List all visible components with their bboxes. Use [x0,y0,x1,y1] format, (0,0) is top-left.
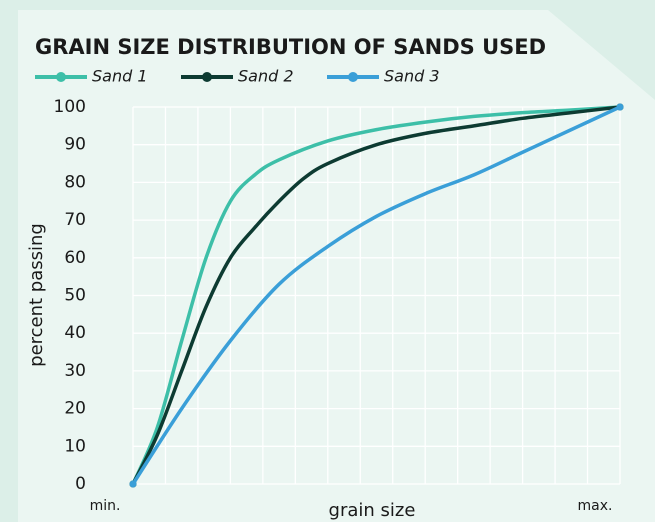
x-tick-label: max. [578,498,613,514]
y-tick-label: 20 [64,399,86,419]
end-marker [129,480,137,488]
y-tick-label: 90 [64,135,86,155]
y-tick-label: 10 [64,436,86,456]
legend-label: Sand 2 [238,67,294,86]
y-tick-label: 40 [64,323,86,343]
y-tick-label: 70 [64,210,86,230]
y-axis-label: percent passing [26,223,47,367]
y-tick-label: 60 [64,248,86,268]
x-axis-label: grain size [329,500,416,521]
line-series [131,105,621,485]
card [18,10,655,522]
end-marker [616,103,624,111]
legend-dot [56,72,66,82]
line-series [131,105,621,485]
y-tick-label: 80 [64,172,86,192]
y-tick-label: 0 [75,474,86,494]
legend-dot [348,72,358,82]
x-tick-label: min. [90,498,121,514]
y-tick-label: 100 [54,97,86,117]
chart-title: GRAIN SIZE DISTRIBUTION OF SANDS USED [35,35,546,59]
legend-label: Sand 1 [92,67,148,86]
y-tick-label: 50 [64,286,86,306]
legend-dot [202,72,212,82]
legend-label: Sand 3 [384,67,440,86]
y-tick-label: 30 [64,361,86,381]
line-series [131,105,621,485]
